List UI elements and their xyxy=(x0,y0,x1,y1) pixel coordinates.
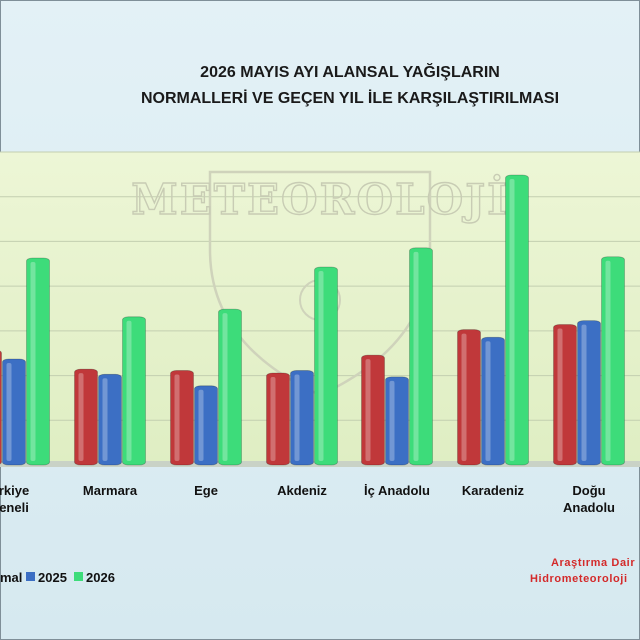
bar-highlight xyxy=(102,378,108,461)
bar-highlight xyxy=(6,362,12,461)
legend-swatch-2026 xyxy=(74,572,83,581)
bar-highlight xyxy=(126,320,132,461)
bar-highlight xyxy=(270,377,276,461)
bar-highlight xyxy=(365,359,371,461)
bar-2025-5 xyxy=(481,336,505,466)
bar-highlight xyxy=(174,374,180,461)
chart-title-line-2: NORMALLERİ VE GEÇEN YIL İLE KARŞILAŞTIRI… xyxy=(141,89,559,107)
bar-2026-1 xyxy=(122,316,146,466)
bar-2025-2 xyxy=(194,385,218,466)
bar-normal-0 xyxy=(0,350,2,465)
bar-highlight xyxy=(389,380,395,461)
watermark-text: METEOROLOJİ xyxy=(131,173,508,224)
bar-highlight xyxy=(557,328,563,461)
category-labels: rkiye eneli Marmara Ege Akdeniz İç Anadolu Kar… xyxy=(0,483,615,515)
bars xyxy=(0,174,625,466)
category-label: Marmara xyxy=(83,483,138,498)
category-label: eneli xyxy=(0,500,29,515)
bar-2025-4 xyxy=(385,376,409,466)
bar-normal-4 xyxy=(361,354,385,466)
bar-2025-6 xyxy=(577,320,601,466)
legend-label-normal: mal xyxy=(0,570,22,585)
legend-swatch-2025 xyxy=(26,572,35,581)
bar-2025-0 xyxy=(2,358,26,466)
bar-2025-1 xyxy=(98,373,122,466)
bar-normal-5 xyxy=(457,329,481,466)
bar-highlight xyxy=(222,313,228,461)
bar-highlight xyxy=(318,270,324,461)
credit-line-1: Araştırma Dair xyxy=(551,557,635,569)
bar-normal-3 xyxy=(266,372,290,466)
bar-2025-3 xyxy=(290,370,314,466)
bar-highlight xyxy=(461,333,467,461)
bar-highlight xyxy=(198,389,204,461)
category-label: Ege xyxy=(194,483,218,498)
bar-highlight xyxy=(485,341,491,461)
category-label: İç Anadolu xyxy=(364,483,430,498)
bar-normal-6 xyxy=(553,324,577,466)
category-label: Doğu xyxy=(572,483,605,498)
bar-2026-3 xyxy=(314,266,338,466)
bar-2026-0 xyxy=(26,257,50,466)
bar-highlight xyxy=(605,260,611,461)
category-label: Karadeniz xyxy=(462,483,525,498)
bar-highlight xyxy=(581,324,587,461)
category-label: rkiye xyxy=(0,483,29,498)
bar-highlight xyxy=(509,178,515,462)
chart-title-line-1: 2026 MAYIS AYI ALANSAL YAĞIŞLARIN xyxy=(200,62,500,81)
bar-2026-2 xyxy=(218,308,242,466)
bar-highlight xyxy=(30,262,36,461)
credit-line-2: Hidrometeoroloji xyxy=(530,573,628,585)
bar-2026-5 xyxy=(505,174,529,466)
bar-highlight xyxy=(294,374,300,461)
bar-normal-2 xyxy=(170,370,194,466)
bar-normal-1 xyxy=(74,368,98,466)
bar-2026-6 xyxy=(601,256,625,466)
category-label: Akdeniz xyxy=(277,483,327,498)
bar-highlight xyxy=(78,373,84,461)
legend-label-2025: 2025 xyxy=(38,570,67,585)
bar-2026-4 xyxy=(409,247,433,466)
legend: mal 2025 2026 xyxy=(0,570,115,585)
category-label: Anadolu xyxy=(563,500,615,515)
legend-label-2026: 2026 xyxy=(86,570,115,585)
bar-highlight xyxy=(413,251,419,461)
